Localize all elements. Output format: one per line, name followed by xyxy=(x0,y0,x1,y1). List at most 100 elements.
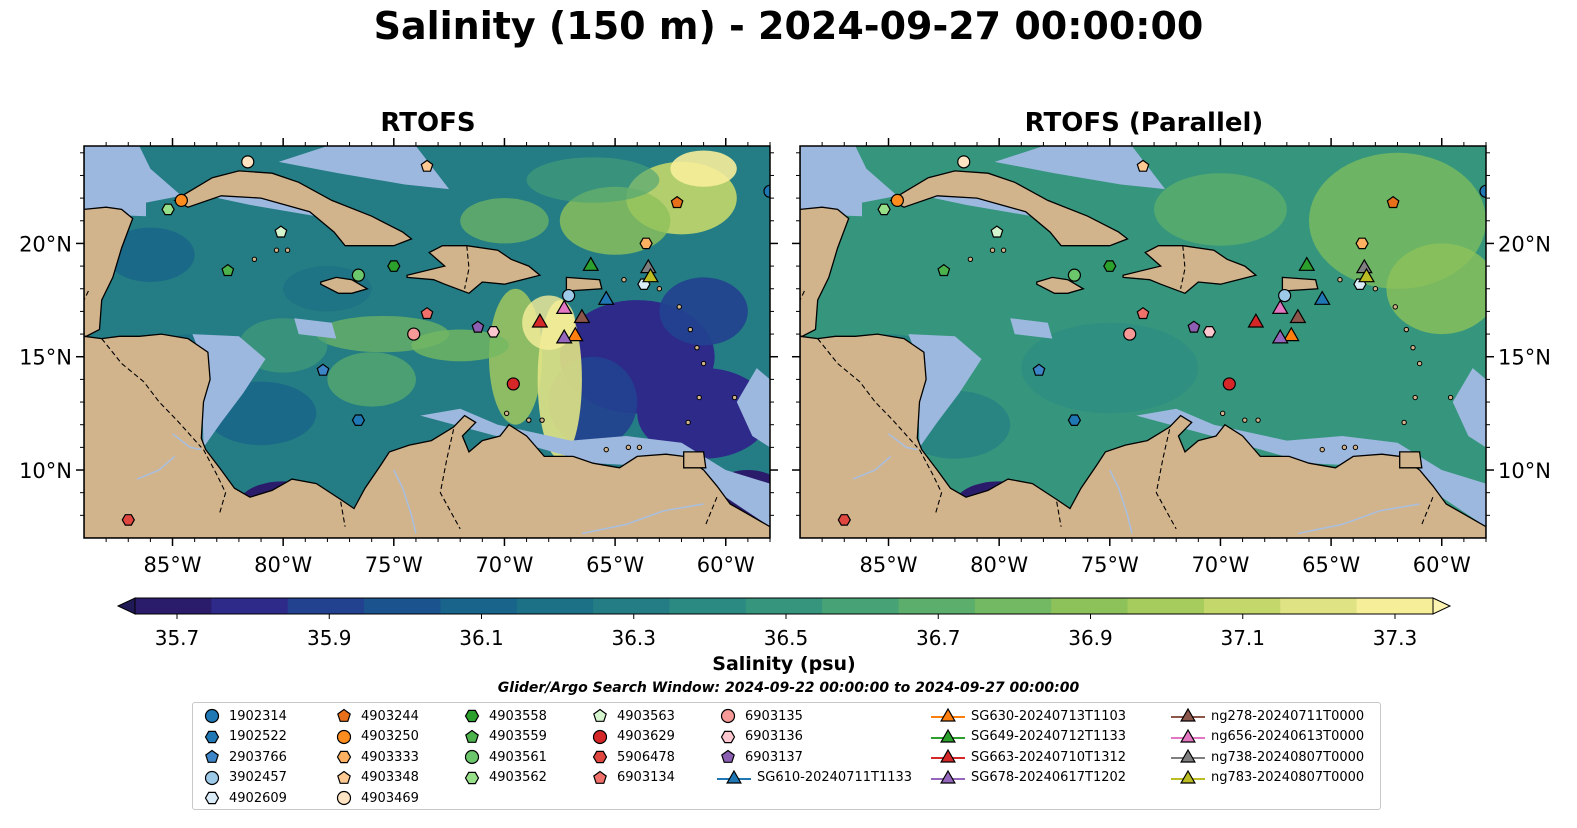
colorbar-bin xyxy=(822,598,900,614)
colorbar-extend-high xyxy=(1432,597,1452,615)
lon-tick-label: 70°W xyxy=(1191,553,1249,577)
island xyxy=(1416,360,1423,367)
island xyxy=(1352,444,1359,451)
lon-tick-label: 75°W xyxy=(1081,553,1139,577)
legend-entry: ng783-20240807T0000 xyxy=(1171,768,1364,788)
island xyxy=(1372,286,1379,292)
country-border xyxy=(919,449,943,516)
colorbar-tick-label: 36.1 xyxy=(459,626,504,650)
legend-marker-icon xyxy=(1171,728,1205,743)
legend-entry: 1902522 xyxy=(201,727,287,747)
island xyxy=(625,444,632,451)
marker-4903250 xyxy=(174,193,188,207)
island xyxy=(1403,326,1410,333)
marker-6903136 xyxy=(486,326,501,338)
legend-marker-icon xyxy=(464,771,480,784)
land-trinidad xyxy=(683,451,707,469)
legend-symbol xyxy=(593,708,607,722)
lon-tick-label: 85°W xyxy=(144,553,202,577)
legend-entry: 4903469 xyxy=(333,788,419,808)
legend-entry: 6903135 xyxy=(717,706,803,726)
legend-triangle xyxy=(940,728,956,743)
legend-symbol xyxy=(336,750,352,764)
colorbar-tick-label: 36.9 xyxy=(1068,626,1113,650)
marker-1902522 xyxy=(1067,414,1082,426)
colorbar-bin xyxy=(211,598,289,614)
legend-marker-icon xyxy=(720,730,736,743)
land-jamaica xyxy=(1036,276,1085,294)
lat-tick-label: 20°N xyxy=(1498,232,1551,256)
shelf-area xyxy=(84,146,182,217)
marker-SG630-20240713T1103 xyxy=(566,326,584,342)
island xyxy=(1341,444,1348,451)
legend-triangle xyxy=(940,769,956,784)
map-frame xyxy=(799,145,1487,539)
legend-marker-icon xyxy=(336,729,352,744)
marker-4903562 xyxy=(877,203,891,216)
legend-label: 6903136 xyxy=(745,729,803,744)
land-puertorico xyxy=(1281,276,1319,292)
legend-symbol xyxy=(593,770,607,784)
legend-triangle xyxy=(1180,748,1196,763)
island xyxy=(1242,417,1248,423)
map-panel-rtofs-parallel: 85°W 80°W 75°W 70°W 65°W 60°W 20°N 15°N 10°N xyxy=(792,138,1551,577)
marker-1902522 xyxy=(351,414,366,426)
legend-marker-icon xyxy=(205,749,219,763)
lat-tick-label: 15°N xyxy=(1498,346,1551,370)
marker-2903766 xyxy=(316,363,330,376)
island xyxy=(1255,417,1261,423)
salinity-patch xyxy=(327,352,416,407)
land-cuba xyxy=(889,170,1129,247)
colorbar-bin xyxy=(1356,598,1434,614)
salinity-patch xyxy=(316,315,450,353)
legend-label: 5906478 xyxy=(617,749,675,765)
marker-ng783-20240807T0000 xyxy=(1358,267,1375,283)
legend-label: 1902522 xyxy=(229,729,287,744)
river xyxy=(888,433,918,451)
island xyxy=(1392,304,1398,310)
salinity-patch xyxy=(1386,243,1486,335)
island xyxy=(1000,247,1007,253)
marker-SG630-20240713T1103 xyxy=(1282,326,1300,342)
legend-entry: 4903250 xyxy=(333,727,419,747)
island xyxy=(273,247,280,253)
marker-4903561 xyxy=(351,268,365,282)
legend-marker-icon xyxy=(1171,748,1205,763)
colorbar-tick-label: 37.1 xyxy=(1220,626,1265,650)
marker-ng278-20240711T0000 xyxy=(1289,308,1307,324)
marker-SG649-20240712T1133 xyxy=(1298,256,1316,271)
country-border xyxy=(1056,501,1062,527)
legend-entry: 4903561 xyxy=(461,747,547,767)
legend-marker-icon xyxy=(337,708,351,722)
legend-marker-icon xyxy=(204,791,220,805)
marker-6903134 xyxy=(1136,306,1150,320)
island xyxy=(1412,394,1418,401)
legend-marker-icon xyxy=(931,769,965,784)
legend-marker-icon xyxy=(464,749,480,765)
legend-triangle xyxy=(726,769,742,784)
colorbar-bin xyxy=(1203,598,1281,614)
legend-marker-icon xyxy=(593,708,607,722)
lon-tick-label: 80°W xyxy=(254,553,312,577)
country-border xyxy=(817,338,918,448)
shelf-area xyxy=(736,368,770,448)
marker-SG663-20240710T1312 xyxy=(531,312,549,328)
legend-symbol xyxy=(721,749,735,763)
legend-triangle xyxy=(1180,728,1196,743)
legend-symbol xyxy=(592,729,608,744)
legend-entry: 4903559 xyxy=(461,727,547,747)
legend-marker-icon xyxy=(204,730,220,743)
legend-label: 6903135 xyxy=(745,708,803,724)
colorbar-bin xyxy=(1051,598,1129,614)
shelf-area xyxy=(1010,318,1053,339)
legend-entry: 4903563 xyxy=(589,706,675,726)
marker-3902457 xyxy=(1278,288,1292,303)
legend-symbol xyxy=(720,708,736,724)
legend-label: ng783-20240807T0000 xyxy=(1211,770,1365,785)
salinity-patch xyxy=(637,368,770,459)
legend-label: 4903558 xyxy=(489,708,547,724)
marker-4903563 xyxy=(990,225,1004,238)
marker-4903469 xyxy=(241,155,255,169)
legend-label: 4903348 xyxy=(361,770,419,785)
